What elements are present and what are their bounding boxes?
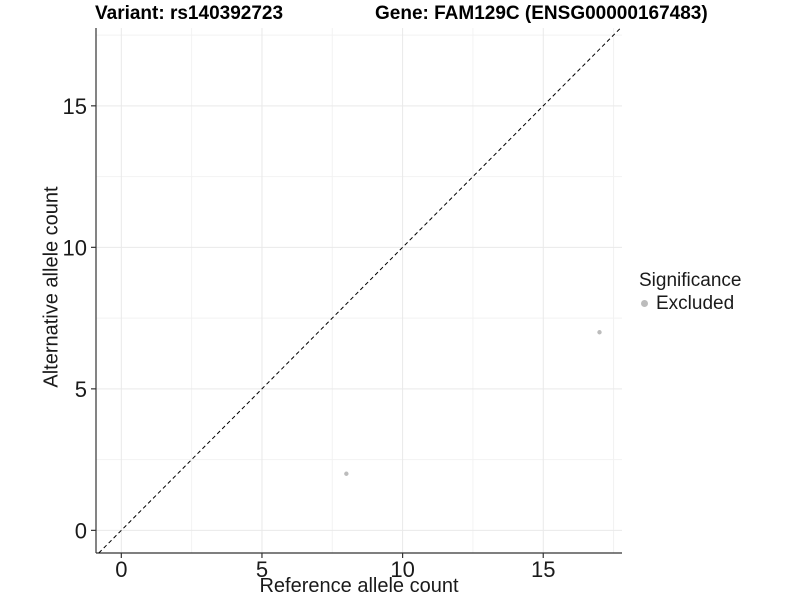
excluded-point-icon <box>641 300 648 307</box>
y-tick-label: 0 <box>75 518 87 543</box>
legend-title: Significance <box>639 270 742 291</box>
x-tick-label: 15 <box>531 557 555 582</box>
y-tick-label: 10 <box>63 235 87 260</box>
x-tick-label: 0 <box>115 557 127 582</box>
data-point <box>344 471 349 476</box>
x-tick-label: 5 <box>256 557 268 582</box>
x-tick-label: 10 <box>390 557 414 582</box>
y-tick-label: 15 <box>63 94 87 119</box>
legend: Significance Excluded <box>639 269 741 315</box>
legend-item-excluded: Excluded <box>639 292 741 315</box>
data-point <box>597 330 602 335</box>
x-axis-title: Reference allele count <box>259 575 459 597</box>
gene-title: Gene: FAM129C (ENSG00000167483) <box>375 3 708 24</box>
legend-item-label: Excluded <box>656 293 735 314</box>
variant-title: Variant: rs140392723 <box>95 3 284 24</box>
identity-dashed-line <box>98 27 621 554</box>
y-axis-title: Alternative allele count <box>40 186 63 388</box>
y-tick-label: 5 <box>75 377 87 402</box>
